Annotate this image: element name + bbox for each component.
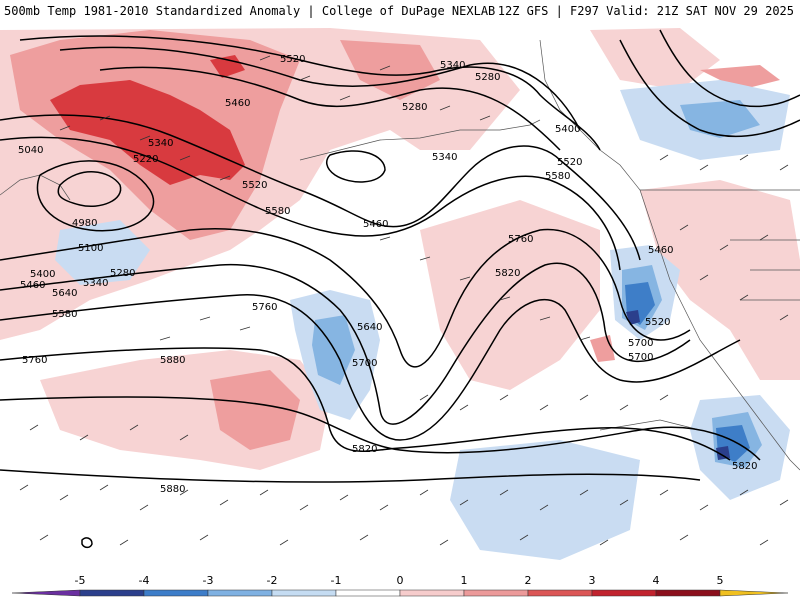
contour-label: 5280 [110,268,135,279]
colorbar-tick-label: 5 [717,574,724,587]
contour-label: 5820 [352,444,377,455]
contour-label: 5460 [648,245,673,256]
contour-label: 5520 [242,180,267,191]
contour-label: 5100 [78,243,103,254]
contour-label: 5340 [148,138,173,149]
cold-anomaly-light [450,440,640,560]
contour-label: 4980 [72,218,97,229]
colorbar-tick-label: 1 [461,574,468,587]
colorbar-tick-label: 0 [397,574,404,587]
wind-barbs [19,55,789,546]
contour-label: 5820 [495,268,520,279]
model-run-info: 12Z GFS | F297 Valid: 21Z SAT NOV 29 202… [497,4,794,18]
cold-anomaly-deep [716,446,730,460]
colorbar-swatch [591,589,657,597]
warm-anomaly-mid [210,370,300,450]
contour-label: 5880 [160,484,185,495]
contour-label: 5640 [357,322,382,333]
title-bar: 500mb Temp 1981-2010 Standardized Anomal… [0,0,800,22]
contour-label: 5460 [20,280,45,291]
colorbar-swatch [527,589,593,597]
contour-label: 5520 [645,317,670,328]
colorbar-swatch [719,589,789,597]
colorbar-tick-label: -4 [139,574,150,587]
warm-anomaly-mid [340,40,440,100]
contour-label: 5880 [160,355,185,366]
contour-label: 5760 [508,234,533,245]
colorbar-swatch [655,589,721,597]
contour-label: 5040 [18,145,43,156]
colorbar-tick-label: -1 [331,574,342,587]
contour-label: 5700 [628,352,653,363]
contour-label: 5700 [352,358,377,369]
colorbar-tick-label: 4 [653,574,660,587]
colorbar-swatch [143,589,209,597]
contour-label: 5460 [363,219,388,230]
contour-label: 5580 [52,309,77,320]
warm-anomaly-mid [700,65,780,90]
colorbar-tick-label: 3 [589,574,596,587]
contour-label: 5700 [628,338,653,349]
cold-anomaly-mid [680,100,760,138]
contour-label: 5820 [732,461,757,472]
warm-anomaly-light [420,200,600,390]
colorbar-swatch [11,589,81,597]
contour-label: 5640 [52,288,77,299]
warm-anomaly-light [590,28,720,90]
contour-label: 5520 [280,54,305,65]
colorbar-swatch [79,589,145,597]
colorbar-tick-label: -3 [203,574,214,587]
colorbar-swatch [207,589,273,597]
contour-label: 5340 [83,278,108,289]
warm-anomaly-strong [50,80,245,185]
contour-label: 5460 [225,98,250,109]
contour-label: 5400 [555,124,580,135]
contour-label: 5580 [545,171,570,182]
anomaly-colorbar: -5 -4 -3 -2 -1 0 1 2 3 4 5 [0,568,800,600]
contour-label: 5220 [133,154,158,165]
colorbar-tick-label: -2 [267,574,278,587]
colorbar-tick-label: 2 [525,574,532,587]
warm-anomaly-strong [210,55,245,78]
contour-label: 5340 [432,152,457,163]
contour-label: 5580 [265,206,290,217]
cold-anomaly-light [55,220,150,285]
coastlines [0,39,800,471]
colorbar-swatch [271,589,337,597]
contour-label: 5280 [402,102,427,113]
colorbar-swatch [399,589,465,597]
colorbar-tick-label: -5 [75,574,86,587]
colorbar-swatch [335,589,401,597]
contour-label: 5760 [22,355,47,366]
map-title: 500mb Temp 1981-2010 Standardized Anomal… [4,4,496,18]
contour-label: 5400 [30,269,55,280]
contour-label: 5520 [557,157,582,168]
contour-label: 5340 [440,60,465,71]
height-contours [0,29,800,549]
contour-label: 5760 [252,302,277,313]
contour-label: 5280 [475,72,500,83]
colorbar-swatch [463,589,529,597]
